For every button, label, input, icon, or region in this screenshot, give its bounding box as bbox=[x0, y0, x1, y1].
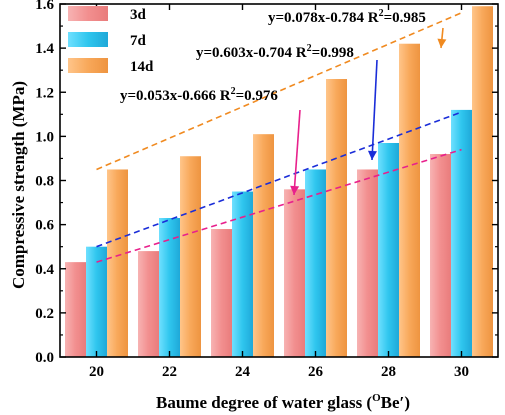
bar-7d-20 bbox=[86, 246, 107, 357]
y-tick-label: 0.6 bbox=[35, 218, 54, 234]
legend-swatch-7d bbox=[68, 32, 108, 47]
legend-swatch-3d bbox=[68, 6, 108, 21]
x-axis-label-sup: O bbox=[372, 392, 381, 404]
y-tick-label: 0.0 bbox=[35, 350, 54, 366]
x-tick-label: 28 bbox=[381, 364, 396, 380]
bar-3d-30 bbox=[430, 154, 451, 357]
trendlines-layer bbox=[96, 12, 462, 263]
x-tick-label: 22 bbox=[162, 364, 177, 380]
equation-text: y=0.053x-0.666 R bbox=[120, 88, 231, 104]
y-tick-label: 0.4 bbox=[35, 262, 54, 278]
bar-7d-30 bbox=[451, 109, 472, 358]
r-squared-sup: 2 bbox=[379, 8, 384, 19]
r-squared-sup: 2 bbox=[231, 86, 236, 97]
x-axis-label-main: Baume degree of water glass ( bbox=[156, 393, 372, 412]
legend: 3d 7d 14d bbox=[68, 6, 154, 75]
x-tick-label: 26 bbox=[308, 364, 324, 380]
y-tick-label: 1.2 bbox=[35, 85, 54, 101]
bars-layer bbox=[65, 6, 493, 358]
r-squared-value: =0.998 bbox=[312, 45, 354, 61]
equation-text: y=0.603x-0.704 R bbox=[196, 45, 307, 61]
bar-7d-28 bbox=[378, 142, 399, 357]
regression-equation-7d: y=0.603x-0.704 R2=0.998 bbox=[196, 43, 354, 61]
trendline-14d bbox=[96, 12, 462, 171]
bar-14d-28 bbox=[399, 43, 420, 358]
trendline-3d bbox=[96, 148, 462, 263]
r-squared-sup: 2 bbox=[307, 43, 312, 54]
bar-14d-24 bbox=[253, 134, 274, 357]
r-squared-value: =0.985 bbox=[384, 10, 426, 26]
bar-7d-24 bbox=[232, 191, 253, 357]
y-tick-label: 0.8 bbox=[35, 174, 54, 190]
equation-text: y=0.078x-0.784 R bbox=[268, 10, 379, 26]
bar-3d-28 bbox=[357, 169, 378, 357]
bar-14d-26 bbox=[326, 79, 347, 357]
annotation-arrow-head bbox=[290, 185, 300, 195]
bar-3d-22 bbox=[138, 251, 159, 357]
bar-14d-30 bbox=[472, 6, 493, 358]
trendline-7d bbox=[96, 111, 462, 248]
axes-layer: 0.00.20.40.60.81.01.21.41.620 22 24 26 28 30 bbox=[35, 0, 499, 380]
bar-3d-26 bbox=[284, 189, 305, 357]
legend-label-14d: 14d bbox=[130, 59, 154, 75]
regression-equation-3d: y=0.053x-0.666 R2=0.976 bbox=[120, 86, 278, 104]
legend-label-3d: 3d bbox=[130, 7, 147, 23]
x-axis-label: Baume degree of water glass (OBe′) bbox=[156, 392, 410, 412]
r-squared-value: =0.976 bbox=[236, 88, 279, 104]
y-tick-label: 1.0 bbox=[35, 129, 54, 145]
x-tick-label: 30 bbox=[454, 364, 469, 380]
annotation-arrow-head bbox=[437, 38, 447, 48]
x-tick-label: 20 bbox=[89, 364, 104, 380]
bar-7d-22 bbox=[159, 218, 180, 357]
x-axis-label-unit: Be′) bbox=[381, 393, 410, 412]
bar-3d-20 bbox=[65, 262, 86, 357]
annotation-arrow-line bbox=[371, 59, 378, 161]
bar-14d-20 bbox=[107, 169, 128, 357]
y-tick-label: 1.6 bbox=[35, 0, 54, 13]
x-tick-label: 24 bbox=[235, 364, 251, 380]
bar-3d-24 bbox=[211, 229, 232, 357]
bar-14d-22 bbox=[180, 156, 201, 357]
annotation-arrow-line bbox=[293, 109, 301, 196]
regression-equation-14d: y=0.078x-0.784 R2=0.985 bbox=[268, 8, 426, 26]
legend-swatch-14d bbox=[68, 58, 108, 73]
legend-label-7d: 7d bbox=[130, 33, 147, 49]
annotation-arrow-head bbox=[367, 150, 377, 160]
y-axis-label: Compressive strength (MPa) bbox=[9, 81, 28, 289]
bar-7d-26 bbox=[305, 169, 326, 357]
y-tick-label: 1.4 bbox=[35, 41, 54, 57]
y-tick-label: 0.2 bbox=[35, 306, 54, 322]
